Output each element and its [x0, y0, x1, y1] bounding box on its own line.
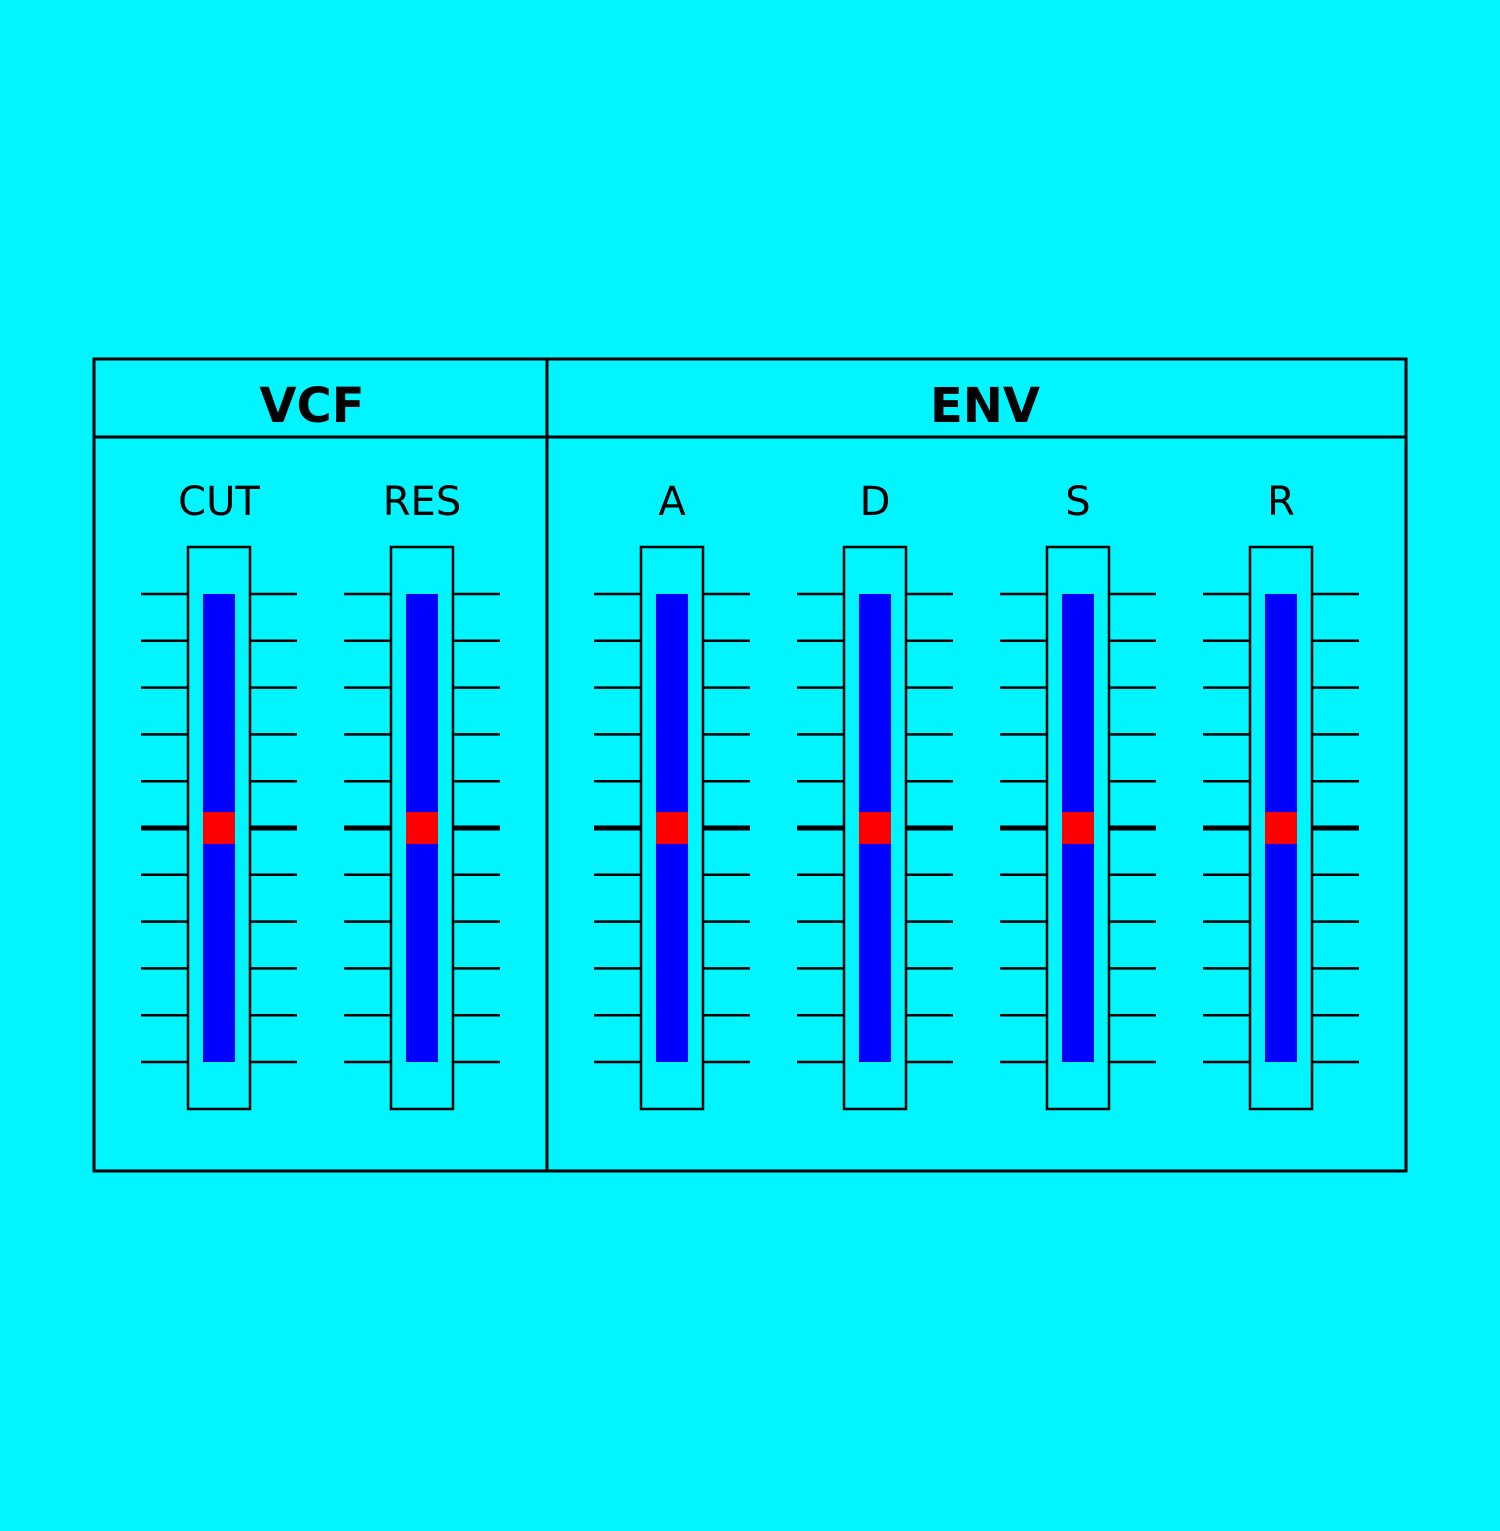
slider-label-res: RES [383, 479, 461, 525]
slider-cut[interactable]: CUT [141, 479, 297, 1111]
section-title-vcf: VCF [259, 378, 364, 434]
slider-handle[interactable] [656, 812, 688, 844]
slider-handle[interactable] [406, 812, 438, 844]
slider-handle[interactable] [203, 812, 235, 844]
slider-slot[interactable] [1045, 545, 1111, 1111]
slider-slot[interactable] [1248, 545, 1314, 1111]
slider-slot[interactable] [842, 545, 908, 1111]
slider-decay[interactable]: D [797, 479, 953, 1111]
panel-border [92, 357, 1408, 1173]
slider-handle[interactable] [1265, 812, 1297, 844]
slider-release[interactable]: R [1203, 479, 1359, 1111]
slider-label-sustain: S [1065, 479, 1090, 525]
slider-label-cut: CUT [178, 479, 260, 525]
slider-sustain[interactable]: S [1000, 479, 1156, 1111]
slider-slot[interactable] [389, 545, 455, 1111]
section-env: ENV A D S R [594, 378, 1359, 1111]
section-vcf: VCF CUT RES [141, 378, 500, 1111]
slider-label-decay: D [860, 479, 891, 525]
slider-attack[interactable]: A [594, 479, 750, 1111]
slider-label-attack: A [658, 479, 686, 525]
slider-res[interactable]: RES [344, 479, 500, 1111]
slider-handle[interactable] [1062, 812, 1094, 844]
slider-label-release: R [1267, 479, 1295, 525]
slider-handle[interactable] [859, 812, 891, 844]
section-title-env: ENV [930, 378, 1040, 434]
slider-slot[interactable] [186, 545, 252, 1111]
panel-frame [92, 357, 1408, 1173]
slider-slot[interactable] [639, 545, 705, 1111]
